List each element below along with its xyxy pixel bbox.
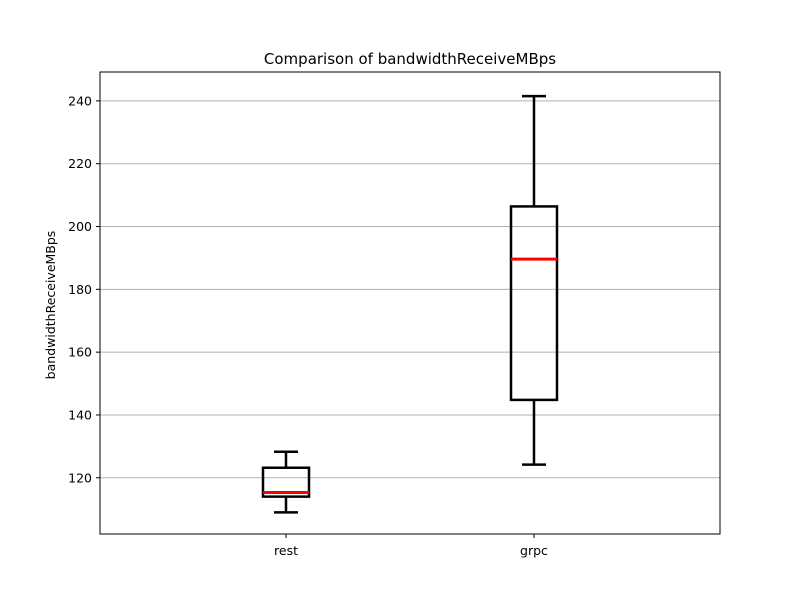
iqr-box [261,466,311,498]
x-tick-label: grpc [520,543,548,558]
y-tick-label: 120 [68,470,92,485]
y-tick-label: 140 [68,407,92,422]
y-tick-label: 200 [68,219,92,234]
iqr-box [509,205,559,402]
x-ticks: rest grpc [274,534,548,558]
box-grpc [509,94,559,466]
y-tick-label: 240 [68,93,92,108]
plot-frame [99,71,721,535]
y-axis-label: bandwidthReceiveMBps [43,231,58,380]
y-tick-label: 180 [68,282,92,297]
boxes [261,94,559,514]
y-ticks: 120 140 160 180 200 220 240 [68,93,100,485]
y-tick-label: 220 [68,156,92,171]
y-tick-label: 160 [68,345,92,360]
chart-title: Comparison of bandwidthReceiveMBps [264,50,556,68]
grid-lines [100,100,720,479]
box-rest [261,450,311,514]
x-tick-label: rest [274,543,298,558]
